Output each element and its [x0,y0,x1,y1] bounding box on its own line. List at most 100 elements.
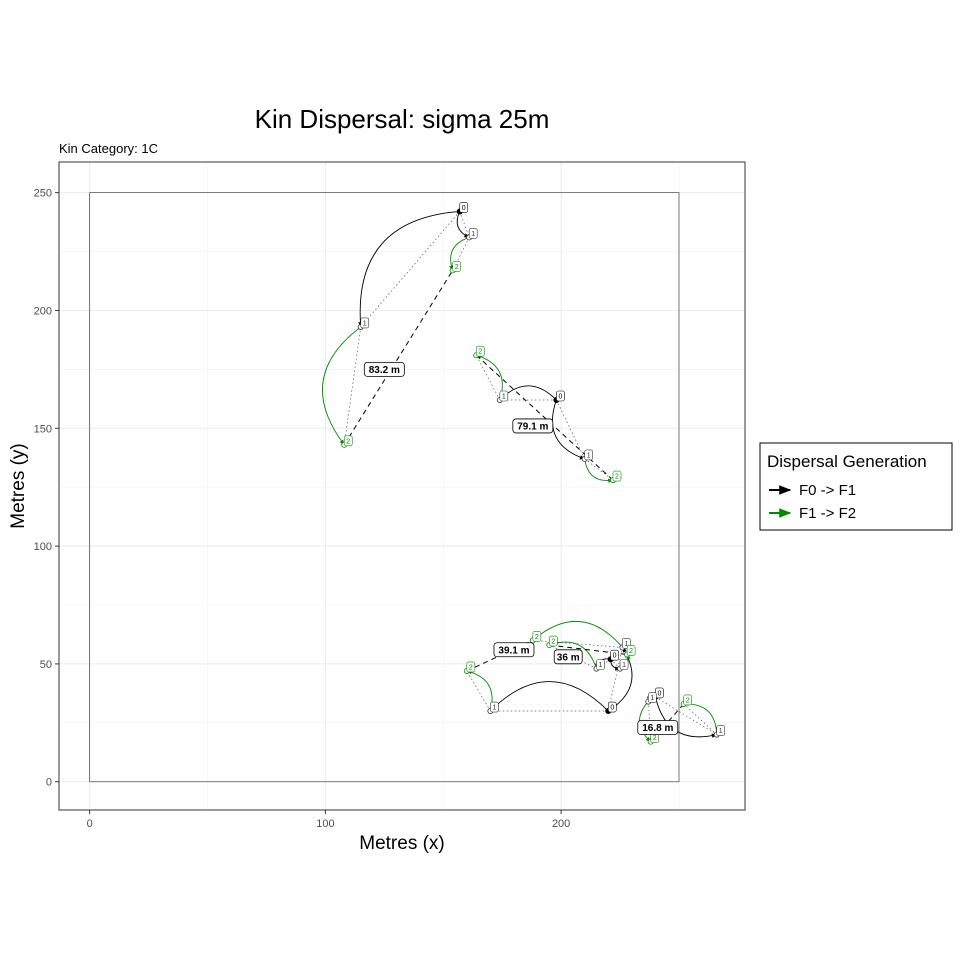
f2-node-label-box [683,694,693,706]
y-tick-label: 200 [34,305,52,317]
f1-node-label-box [468,228,478,239]
dispersal-arc-f0-f1 [499,385,557,401]
f0-node-label: 0 [613,653,617,660]
f1-node-label: 1 [622,662,626,669]
f2-node-label: 2 [478,349,482,356]
y-axis-title: Metres (y) [8,443,29,529]
f1-node-label: 1 [471,231,475,238]
distance-label: 16.8 m [642,723,673,734]
f1-node-label-box [499,390,509,402]
f2-node-label-box [475,345,485,357]
dispersal-arc-f0-f1 [456,211,470,238]
dispersal-arc-f0-f1 [358,211,460,328]
lineage-dotted-link [556,399,586,460]
chart-subtitle: Kin Category: 1C [59,141,158,156]
f0-node-label: 0 [462,205,466,212]
lineage-dotted-link [683,703,717,735]
f1-node-label-box [584,449,593,461]
x-tick-label: 100 [316,818,334,830]
f0-node-label: 0 [558,393,562,400]
f1-node-label: 1 [624,641,628,648]
dispersal-arc-f1-f2 [475,354,503,401]
legend-label-f1: F1 -> F2 [799,505,856,522]
f0-node-label-box [556,390,565,402]
f2-node-label-box [343,435,353,447]
y-tick-label: 150 [34,423,52,435]
f2-node-label: 2 [686,697,690,704]
f1-node-label-box [619,659,629,670]
f0-node-label: 0 [657,690,661,697]
y-tick-label: 0 [46,777,52,789]
y-tick-label: 250 [34,188,52,200]
f1-node-label: 1 [599,662,603,669]
distance-label: 36 m [557,652,580,663]
f1-node-label-box [360,317,370,329]
x-axis-title: Metres (x) [359,833,445,854]
x-tick-label: 200 [552,818,570,830]
lineage-dotted-link [549,644,597,669]
legend-title: Dispersal Generation [767,452,927,471]
f1-node-label: 1 [719,728,723,735]
legend: Dispersal Generation F0 -> F1 F1 -> F2 [759,442,953,531]
legend-box [759,442,953,531]
distance-label-box [512,418,554,434]
dispersal-arc-f1-f2 [466,670,493,712]
f2-node-label-box [626,645,636,656]
y-tick-label: 100 [34,541,52,553]
f2-node-label: 2 [469,664,473,671]
f2-node-label: 2 [551,639,555,646]
grid-lines [59,162,745,810]
distance-label: 79.1 m [517,421,548,432]
f2-node-label: 2 [535,634,539,641]
f2-node-label: 2 [629,648,633,655]
f1-node-label-box [648,692,657,703]
distance-label-box [637,720,679,735]
f2-node-label-box [452,261,461,272]
x-tick-label: 0 [87,818,93,830]
lineage-dotted-link [343,326,362,445]
lineage-dotted-link [475,355,501,401]
lineage-dotted-link [360,211,461,328]
kin-distance-line [475,354,614,481]
y-tick-label: 50 [40,659,52,671]
f0-node-label: 0 [610,705,614,712]
lineage-dotted-link [459,211,470,238]
kin-distance-line [343,270,454,446]
f2-node-label: 2 [653,735,657,742]
f0-node-label-box [610,649,619,661]
f0-node-label-box [459,202,469,213]
f1-node-label: 1 [492,705,496,712]
f2-node-label: 2 [346,438,350,445]
distance-label: 83.2 m [369,365,400,376]
f2-node-label: 2 [615,474,619,481]
lineage-dotted-link [532,639,623,648]
dispersal-arc-f0-f1 [490,681,609,712]
dispersal-arc-f1-f2 [683,701,718,735]
lineage-dotted-link [607,647,623,712]
dispersal-arc-f1-f2 [532,620,623,648]
plot-panel-border [58,161,746,811]
f2-node-label-box [532,631,542,642]
dispersal-arc-f1-f2 [584,458,614,483]
distance-label-box [553,649,583,665]
distance-label-box [363,361,405,377]
f1-node-label-box [596,659,605,670]
legend-label-f0: F0 -> F1 [799,482,856,499]
f2-node-label-box [549,635,558,647]
f2-node-label-box [612,470,622,482]
f1-node-label-box [716,725,726,736]
f1-node-label: 1 [502,393,506,400]
f2-node-label: 2 [455,264,459,271]
f1-node-label: 1 [587,452,591,459]
study-area-boundary [89,192,680,783]
distance-label-box [493,642,535,658]
f1-node-label-box [490,701,499,713]
f1-node-label: 1 [650,695,654,702]
dispersal-arc-f1-f2 [449,236,470,271]
f2-node-label-box [466,661,476,673]
dispersal-arc-f1-f2 [322,326,362,446]
dispersal-arc-f0-f1 [552,399,586,460]
